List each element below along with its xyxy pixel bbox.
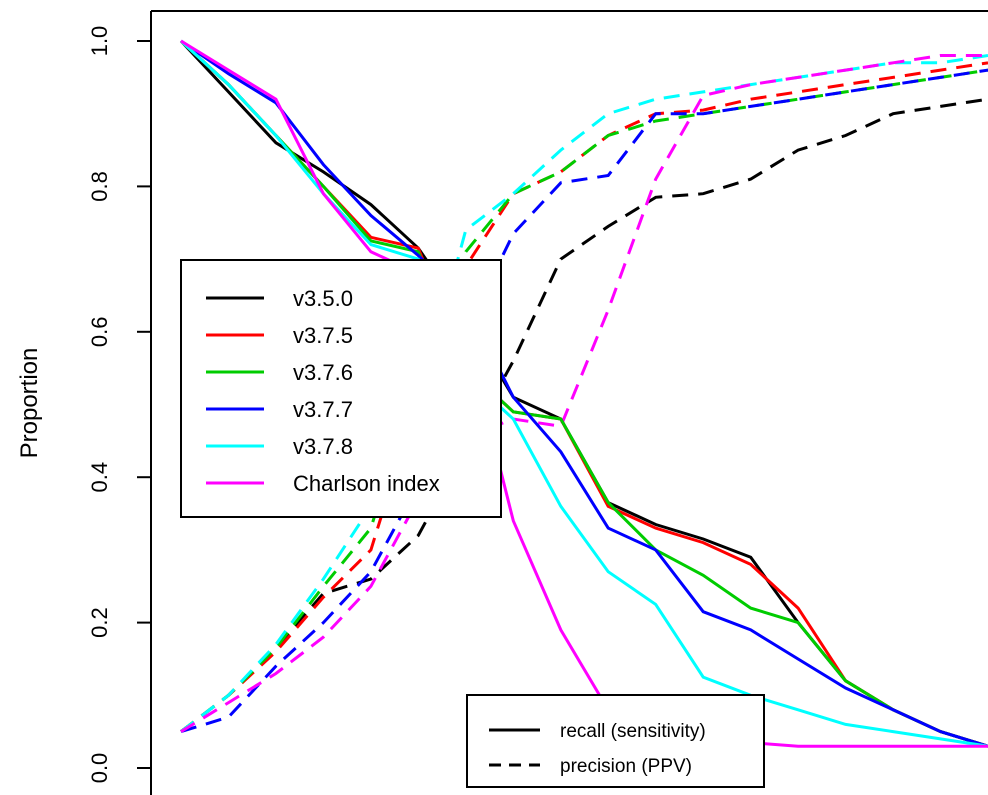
- legend-label: v3.7.5: [293, 323, 353, 348]
- legend-label: Charlson index: [293, 471, 440, 496]
- legend-label: v3.5.0: [293, 286, 353, 311]
- legend-label: v3.7.6: [293, 360, 353, 385]
- linestyle-label: precision (PPV): [560, 756, 692, 777]
- recall-line: [180, 39, 988, 748]
- precision-line: [180, 68, 988, 733]
- y-tick-label: 0.4: [87, 462, 112, 493]
- axes: [150, 10, 988, 795]
- legend-label: v3.7.7: [293, 397, 353, 422]
- y-axis-label: Proportion: [16, 348, 43, 459]
- precision-line: [180, 68, 988, 734]
- recall-line: [179, 39, 988, 748]
- y-tick-label: 0.0: [87, 753, 112, 784]
- series-lines: [179, 39, 988, 748]
- y-tick-label: 1.0: [87, 26, 112, 57]
- y-tick-label: 0.6: [87, 317, 112, 348]
- series-legend: v3.5.0 v3.7.5 v3.7.6 v3.7.7 v3.7.8 Charlson i…: [180, 259, 502, 518]
- precision-line: [180, 54, 988, 733]
- y-tick-label: 0.8: [87, 171, 112, 202]
- precision-line: [180, 54, 988, 733]
- linestyle-label: recall (sensitivity): [560, 721, 706, 742]
- recall-line: [180, 39, 988, 748]
- linestyle-legend-box: [466, 694, 765, 788]
- precision-line: [180, 97, 988, 733]
- y-tick-label: 0.2: [87, 607, 112, 638]
- legend-label: v3.7.8: [293, 434, 353, 459]
- series-legend-box: [180, 259, 502, 518]
- y-ticks: 0.0 0.2 0.4 0.6 0.8 1.0: [87, 26, 151, 784]
- linestyle-legend: recall (sensitivity) precision (PPV): [466, 694, 765, 788]
